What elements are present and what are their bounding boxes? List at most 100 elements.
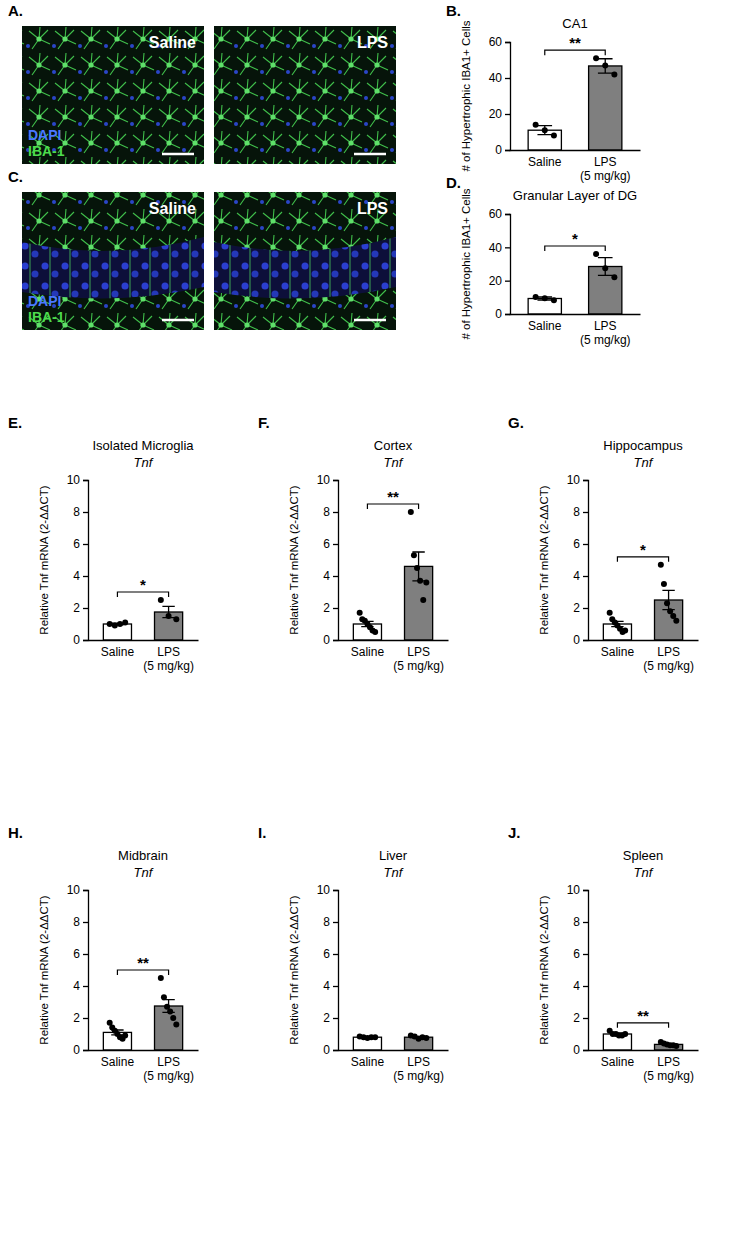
chart-subtitle: Tnf xyxy=(134,865,154,880)
y-tick-label: 0 xyxy=(495,143,502,157)
data-point xyxy=(173,616,179,622)
condition-label: Saline xyxy=(149,200,196,217)
y-axis: 0204060 xyxy=(489,35,511,157)
y-tick: 40 xyxy=(489,71,510,85)
y-tick-label: 4 xyxy=(323,569,330,583)
y-tick-label: 0 xyxy=(323,1043,330,1057)
x-tick-label: Saline xyxy=(601,1055,635,1069)
data-point xyxy=(173,1021,179,1027)
bar xyxy=(155,1006,183,1050)
x-tick-label-line: Saline xyxy=(601,645,635,659)
panel-label: H. xyxy=(8,824,23,841)
y-tick: 4 xyxy=(323,979,338,993)
chart-subtitle: Tnf xyxy=(384,865,404,880)
data-point xyxy=(611,71,617,77)
panel-label: D. xyxy=(446,174,461,191)
x-axis: Saline LPS(5 mg/kg) xyxy=(89,1050,199,1083)
significance-label: ** xyxy=(569,34,581,51)
y-tick-mark xyxy=(333,544,338,545)
x-axis-line xyxy=(339,1050,449,1051)
y-tick: 10 xyxy=(317,473,338,487)
x-tick-label: LPS(5 mg/kg) xyxy=(143,1055,194,1083)
y-axis-line xyxy=(83,891,89,1051)
y-tick-mark xyxy=(333,576,338,577)
micrograph xyxy=(214,26,396,164)
error-bar xyxy=(598,258,613,276)
y-tick-mark xyxy=(333,640,338,641)
y-tick-mark xyxy=(83,922,88,923)
error-bar xyxy=(662,590,674,609)
y-tick: 8 xyxy=(73,915,88,929)
x-tick-label: Saline xyxy=(601,645,635,659)
y-tick-label: 6 xyxy=(573,947,580,961)
x-tick: Saline xyxy=(351,640,385,659)
bar xyxy=(353,624,381,640)
y-tick-mark xyxy=(583,1050,588,1051)
y-tick: 8 xyxy=(73,505,88,519)
chart-subtitle: Tnf xyxy=(634,865,654,880)
data-point xyxy=(372,1034,378,1040)
x-tick-label-line: (5 mg/kg) xyxy=(580,333,631,347)
plot-area xyxy=(603,562,682,640)
y-tick-mark xyxy=(83,1018,88,1019)
image-panel: C.SalineDAPIIBA-1LPS xyxy=(8,168,396,330)
x-axis: SalineLPS(5 mg/kg) xyxy=(589,640,699,673)
x-tick-label: Saline xyxy=(351,1055,385,1069)
data-point xyxy=(533,122,539,128)
x-axis-line xyxy=(589,640,699,641)
y-tick: 2 xyxy=(323,1011,338,1025)
y-tick-label: 4 xyxy=(573,569,580,583)
data-point xyxy=(158,975,164,981)
y-tick: 0 xyxy=(495,143,510,157)
micrograph xyxy=(214,192,396,330)
y-tick: 20 xyxy=(489,274,510,288)
y-tick-mark xyxy=(333,512,338,513)
y-tick-mark xyxy=(333,1050,338,1051)
chart-title: Liver xyxy=(379,848,408,863)
chart-title: Cortex xyxy=(374,438,413,453)
y-axis-title: Relative Tnf mRNA (2-ΔΔCT) xyxy=(38,895,50,1045)
scale-bar xyxy=(354,153,386,156)
data-point xyxy=(372,629,378,635)
chart-subtitle: Tnf xyxy=(384,455,404,470)
x-tick-label-line: (5 mg/kg) xyxy=(643,1069,694,1083)
y-tick-mark xyxy=(583,922,588,923)
plot-area xyxy=(528,251,622,314)
scale-bar xyxy=(162,319,194,322)
chart: CA1# of Hypertrophic IBA1+ Cells0204060S… xyxy=(460,16,641,183)
y-tick-label: 4 xyxy=(573,979,580,993)
scale-bar xyxy=(162,153,194,156)
y-tick-mark xyxy=(583,544,588,545)
x-tick-label: LPS(5 mg/kg) xyxy=(393,645,444,673)
y-tick-label: 60 xyxy=(489,207,503,221)
x-tick-label: LPS(5 mg/kg) xyxy=(580,319,631,347)
y-tick-mark xyxy=(505,247,510,248)
x-tick-label: Saline xyxy=(101,1055,135,1069)
x-tick-label: LPS(5 mg/kg) xyxy=(393,1055,444,1083)
y-tick-label: 4 xyxy=(73,569,80,583)
bar xyxy=(589,66,622,150)
y-tick: 2 xyxy=(573,1011,588,1025)
x-tick-label: Saline xyxy=(528,319,562,333)
y-axis-title: Relative Tnf mRNA (2-ΔΔCT) xyxy=(538,485,550,635)
y-axis-title: Relative Tnf mRNA (2-ΔΔCT) xyxy=(538,895,550,1045)
stain-label: DAPI xyxy=(28,293,61,309)
y-tick-mark xyxy=(333,890,338,891)
y-tick-label: 40 xyxy=(489,241,503,255)
error-bar xyxy=(537,126,552,135)
y-axis: 0246810 xyxy=(67,883,89,1057)
y-axis-line xyxy=(505,43,511,151)
y-tick-label: 0 xyxy=(323,633,330,647)
y-tick-label: 20 xyxy=(489,274,503,288)
y-tick-label: 4 xyxy=(323,979,330,993)
x-tick-label-line: LPS xyxy=(157,645,180,659)
data-point xyxy=(611,274,617,280)
data-point xyxy=(551,133,557,139)
y-tick: 8 xyxy=(323,505,338,519)
y-tick-mark xyxy=(333,986,338,987)
x-tick-label-line: LPS xyxy=(594,155,617,169)
chart-title: Granular Layer of DG xyxy=(513,188,637,203)
significance-label: * xyxy=(140,576,146,593)
y-tick-mark xyxy=(583,608,588,609)
y-tick: 8 xyxy=(573,505,588,519)
